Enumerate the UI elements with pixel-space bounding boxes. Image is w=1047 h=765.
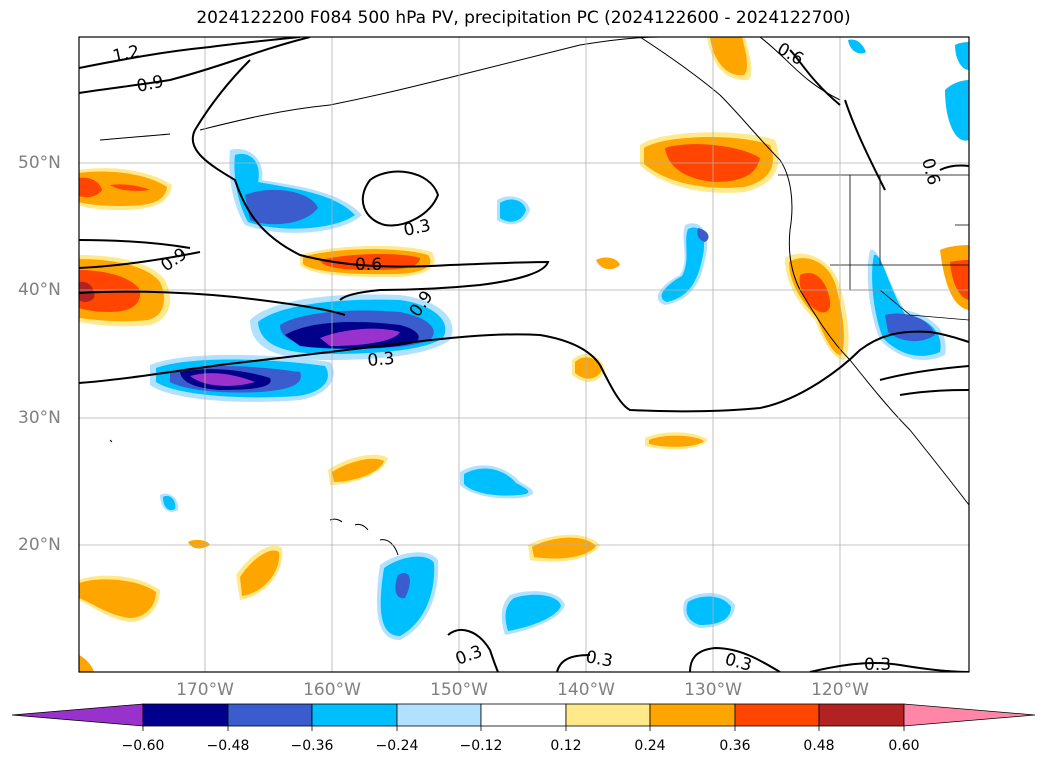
colorbar-tick-label: 0.48 bbox=[803, 738, 835, 754]
map-background bbox=[79, 37, 969, 672]
colorbar-tick-label: −0.36 bbox=[290, 738, 334, 754]
lat-label: 20°N bbox=[18, 535, 61, 555]
colorbar-tick-label: 0.60 bbox=[888, 738, 920, 754]
contour-label: 0.3 bbox=[367, 349, 396, 371]
colorbar-tick-label: −0.12 bbox=[459, 738, 503, 754]
colorbar-extend-high bbox=[903, 703, 1036, 727]
lon-label: 150°W bbox=[430, 680, 488, 700]
colorbar-bin bbox=[142, 703, 229, 727]
colorbar-extend-low bbox=[11, 703, 144, 727]
gridlines bbox=[79, 37, 969, 672]
colorbar-bin bbox=[565, 703, 651, 727]
colorbar-bin bbox=[311, 703, 398, 727]
lat-label: 40°N bbox=[18, 280, 61, 300]
colorbar-bin bbox=[480, 703, 567, 727]
colorbar-bin bbox=[649, 703, 736, 727]
colorbar-tick-label: −0.60 bbox=[121, 738, 165, 754]
colorbar-tick-label: 0.36 bbox=[719, 738, 751, 754]
colorbar-tick-label: 0.24 bbox=[634, 738, 666, 754]
colorbar-tick-label: −0.48 bbox=[206, 738, 250, 754]
lon-label: 170°W bbox=[176, 680, 234, 700]
colorbar-bin bbox=[818, 703, 905, 727]
colorbar-tick-label: 0.12 bbox=[550, 738, 582, 754]
map-title: 2024122200 F084 500 hPa PV, precipitatio… bbox=[196, 8, 851, 28]
colorbar-bin bbox=[227, 703, 313, 727]
lat-label: 30°N bbox=[18, 408, 61, 428]
colorbar-bin bbox=[396, 703, 482, 727]
lon-label: 130°W bbox=[684, 680, 742, 700]
contour-label: 0.3 bbox=[584, 647, 614, 671]
lon-label: 120°W bbox=[811, 680, 869, 700]
map-frame bbox=[78, 36, 970, 673]
lat-label: 50°N bbox=[18, 153, 61, 173]
contour-label: 0.3 bbox=[864, 655, 891, 675]
contour-label: 0.3 bbox=[723, 650, 754, 676]
precip-shading bbox=[79, 37, 969, 672]
map-content: 1.2 0.9 0.6 0.3 0.9 0.6 0.9 0.3 0.6 0.3 … bbox=[79, 37, 969, 676]
colorbar bbox=[11, 703, 1036, 731]
lon-label: 140°W bbox=[557, 680, 615, 700]
contour-labels: 1.2 0.9 0.6 0.3 0.9 0.6 0.9 0.3 0.6 0.3 … bbox=[111, 39, 944, 676]
contour-label: 0.6 bbox=[355, 255, 382, 275]
lon-label: 160°W bbox=[303, 680, 361, 700]
colorbar-tick-label: −0.24 bbox=[375, 738, 419, 754]
colorbar-bin bbox=[734, 703, 820, 727]
pv-contours bbox=[79, 37, 969, 672]
